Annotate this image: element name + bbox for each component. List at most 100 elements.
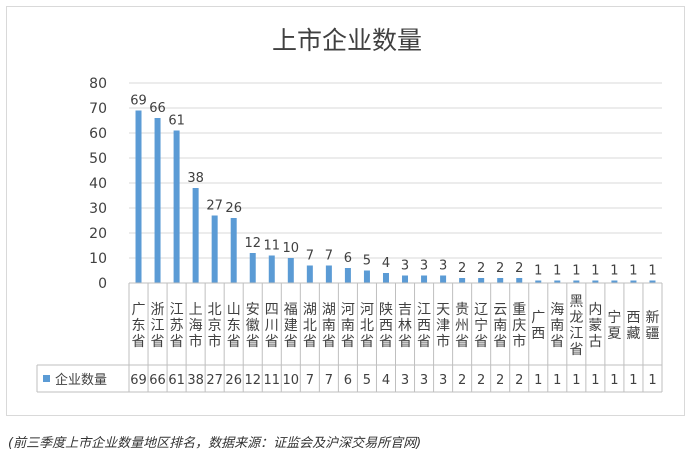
- gridlines: [129, 82, 662, 284]
- legend-swatch: [43, 375, 50, 382]
- bar: [173, 130, 180, 283]
- x-tick-label: 新疆: [645, 310, 659, 342]
- bar: [630, 280, 637, 283]
- data-label: 61: [168, 114, 185, 129]
- data-label: 3: [401, 259, 409, 274]
- chart-caption: (前三季度上市企业数量地区排名，数据来源：证监会及沪深交易所官网): [8, 436, 422, 451]
- table-value: 1: [610, 373, 618, 388]
- bar: [306, 265, 313, 283]
- x-tick-label: 吉林省: [398, 302, 412, 350]
- table-value: 3: [420, 373, 428, 388]
- table-value: 66: [149, 373, 166, 388]
- table-value: 1: [591, 373, 599, 388]
- data-label: 6: [344, 251, 352, 266]
- x-tick-label: 贵州省: [455, 302, 469, 350]
- table-value: 61: [168, 373, 185, 388]
- x-tick-label: 广东省: [132, 302, 146, 350]
- x-tick-label: 河南省: [341, 302, 355, 350]
- table-value: 7: [325, 373, 333, 388]
- bar: [440, 275, 447, 283]
- data-label: 11: [263, 239, 280, 254]
- bar: [516, 278, 523, 283]
- x-tick-label: 天津市: [436, 302, 450, 350]
- bars: [135, 110, 656, 283]
- bar: [497, 278, 504, 283]
- table-value: 69: [130, 373, 147, 388]
- bar: [478, 278, 485, 283]
- data-label: 66: [149, 101, 166, 116]
- table-value: 12: [244, 373, 261, 388]
- bar: [249, 253, 256, 283]
- data-label: 69: [130, 94, 147, 109]
- x-tick-label: 浙江省: [151, 302, 165, 350]
- bar: [135, 110, 142, 283]
- y-tick-label: 10: [89, 251, 107, 267]
- bar: [649, 280, 656, 283]
- x-tick-label: 陕西省: [379, 302, 393, 350]
- x-tick-label: 山东省: [227, 302, 241, 350]
- data-label: 1: [534, 264, 542, 279]
- data-label: 1: [610, 264, 618, 279]
- x-tick-label: 湖南省: [322, 302, 336, 350]
- x-tick-label: 福建省: [284, 302, 298, 350]
- bar: [344, 268, 351, 283]
- data-label: 2: [458, 261, 466, 276]
- bar: [459, 278, 466, 283]
- x-tick-label: 宁夏: [607, 309, 621, 342]
- table-value: 11: [263, 373, 280, 388]
- data-label: 1: [572, 264, 580, 279]
- bar: [402, 275, 409, 283]
- table-value: 7: [306, 373, 314, 388]
- table-value: 1: [648, 373, 656, 388]
- x-tick-label: 河北省: [360, 302, 374, 350]
- table-value: 4: [382, 373, 390, 388]
- table-value: 2: [496, 373, 504, 388]
- y-tick-label: 40: [89, 176, 107, 192]
- y-tick-label: 70: [89, 101, 107, 117]
- chart-frame: 上市企业数量 0 10 20 30 40 50 60 70 80 69 66 61 38 27 26 12 1…: [6, 6, 685, 416]
- y-tick-label: 0: [98, 276, 107, 292]
- data-label: 27: [206, 199, 223, 214]
- y-tick-label: 80: [89, 76, 107, 92]
- y-axis-ticks: 0 10 20 30 40 50 60 70 80: [89, 76, 107, 292]
- bar: [287, 258, 294, 283]
- bar: [268, 255, 275, 283]
- table-value: 1: [534, 373, 542, 388]
- table-value: 3: [439, 373, 447, 388]
- y-tick-label: 20: [89, 226, 107, 242]
- x-tick-label: 四川省: [265, 302, 279, 350]
- x-tick-label: 云南省: [493, 302, 507, 350]
- y-tick-label: 60: [89, 126, 107, 142]
- x-tick-label: 上海市: [189, 302, 203, 350]
- data-label: 26: [225, 201, 242, 216]
- x-tick-label: 黑龙江省: [569, 294, 583, 358]
- legend-label: 企业数量: [55, 372, 107, 388]
- bar: [211, 215, 218, 283]
- data-label: 1: [648, 264, 656, 279]
- data-label: 7: [325, 249, 333, 264]
- data-label: 1: [591, 264, 599, 279]
- data-label: 3: [420, 259, 428, 274]
- bar: [382, 273, 389, 283]
- table-value: 38: [187, 373, 204, 388]
- x-tick-label: 重庆市: [512, 302, 526, 350]
- data-label: 38: [187, 171, 204, 186]
- table-value: 2: [477, 373, 485, 388]
- bar: [230, 218, 237, 283]
- x-tick-label: 海南省: [550, 302, 564, 350]
- table-value: 6: [344, 373, 352, 388]
- bar: [325, 265, 332, 283]
- x-tick-label: 辽宁省: [474, 302, 488, 350]
- bar: [154, 118, 161, 283]
- bar: [192, 188, 199, 283]
- data-label: 2: [515, 261, 523, 276]
- x-tick-label: 内蒙古: [588, 302, 602, 350]
- x-tick-label: 湖北省: [303, 302, 317, 350]
- data-label: 3: [439, 259, 447, 274]
- data-label: 2: [496, 261, 504, 276]
- bar: [535, 280, 542, 283]
- data-label: 4: [382, 256, 390, 271]
- bar: [554, 280, 561, 283]
- data-label: 5: [363, 254, 371, 269]
